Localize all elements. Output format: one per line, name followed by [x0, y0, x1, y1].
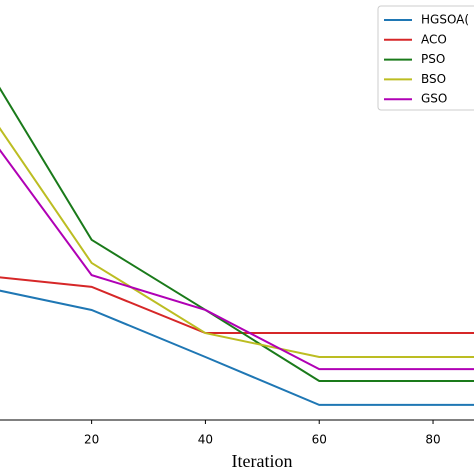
- series-line: [0, 289, 474, 406]
- legend-label: PSO: [421, 52, 445, 66]
- legend-label: GSO: [421, 92, 447, 106]
- series-line: [0, 148, 474, 371]
- series-line: [0, 126, 474, 358]
- x-axis-label: Iteration: [232, 451, 293, 471]
- plot-area: [0, 86, 474, 406]
- series-line: [0, 276, 474, 335]
- x-tick-label: 20: [84, 433, 99, 447]
- x-tick-label: 40: [198, 433, 213, 447]
- legend-label: HGSOA(: [421, 13, 469, 27]
- legend-label: BSO: [421, 72, 446, 86]
- legend-label: ACO: [421, 32, 447, 46]
- x-tick-label: 80: [425, 433, 440, 447]
- legend: [377, 5, 474, 111]
- x-tick-label: 60: [312, 433, 327, 447]
